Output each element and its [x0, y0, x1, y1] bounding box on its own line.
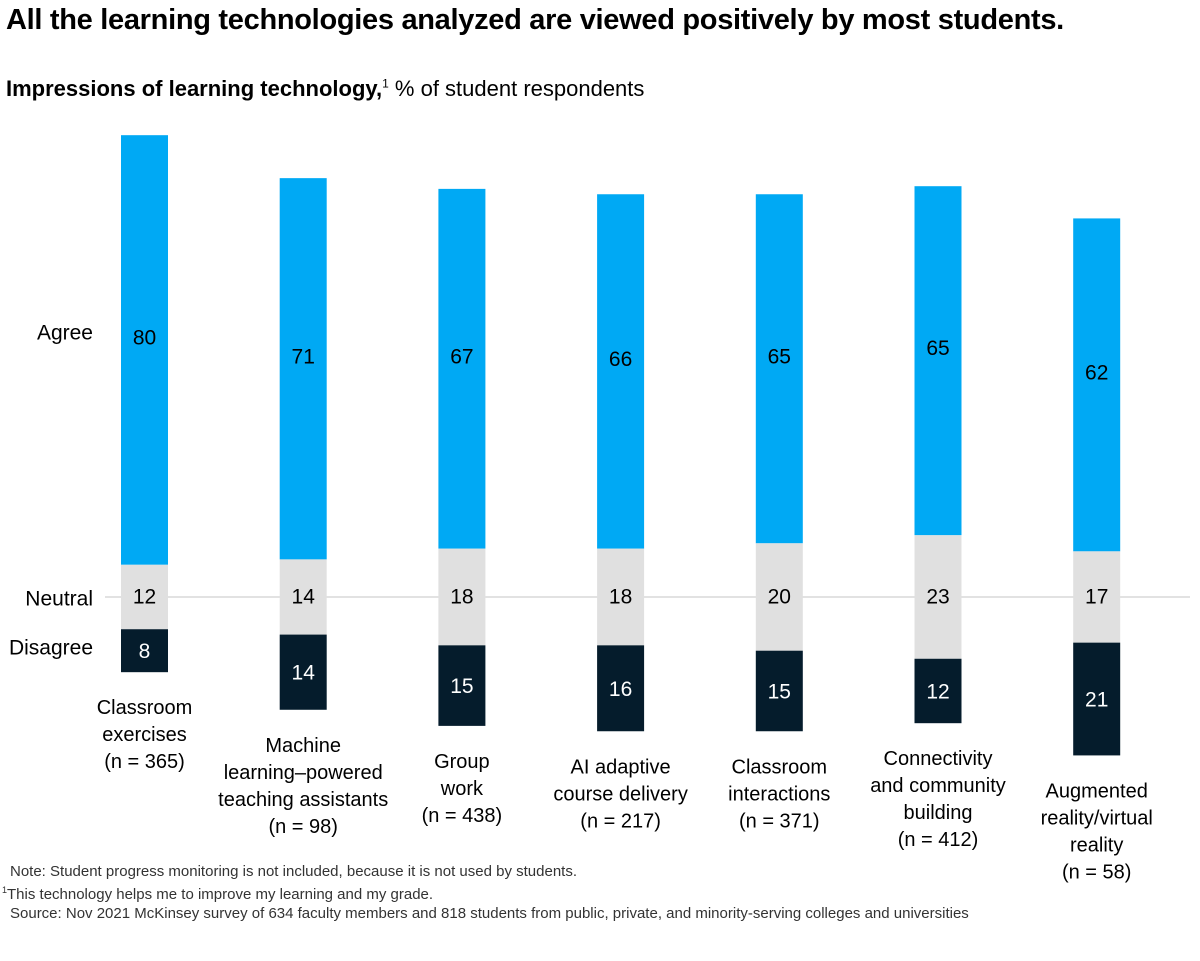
footnote-text: 1This technology helps me to improve my … [2, 885, 434, 903]
data-label-disagree: 8 [139, 640, 151, 663]
data-label-agree: 67 [450, 345, 473, 368]
data-label-disagree: 15 [768, 680, 791, 703]
bar-neutral [914, 535, 962, 659]
data-label-disagree: 15 [450, 675, 473, 698]
data-label-agree: 71 [292, 345, 315, 368]
data-label-neutral: 14 [292, 586, 316, 609]
bar-neutral [755, 543, 803, 651]
category-label: Group work (n = 438) [422, 751, 503, 827]
row-label-agree: Agree [37, 322, 93, 345]
bar-neutral [438, 548, 486, 646]
category-label-line: (n = 98) [268, 816, 337, 838]
subtitle-unit: % of student respondents [388, 76, 645, 101]
category-label: Classroom interactions (n = 371) [728, 756, 830, 832]
bar-disagree [121, 629, 168, 673]
bar-disagree [438, 645, 486, 726]
data-label-disagree: 21 [1085, 689, 1108, 712]
category-label-line: Classroom [732, 756, 828, 778]
category-label: Classroom exercises (n = 365) [97, 697, 193, 773]
data-label-neutral: 12 [133, 586, 156, 609]
bar-agree [914, 186, 962, 536]
note-text: Note: Student progress monitoring is not… [10, 863, 577, 880]
chart-title: All the learning technologies analyzed a… [6, 4, 1064, 36]
row-label-disagree: Disagree [9, 637, 93, 660]
category-label-line: Connectivity [884, 748, 993, 770]
category-label-line: (n = 217) [580, 810, 661, 832]
source-text: Source: Nov 2021 McKinsey survey of 634 … [10, 905, 969, 922]
category-label: Augmented reality/virtual reality (n = 58) [1041, 780, 1153, 883]
bar-agree [438, 188, 486, 549]
category-label-line: interactions [728, 783, 830, 805]
bar-agree [755, 194, 803, 544]
category-label-line: reality/virtual [1041, 807, 1153, 829]
data-label-agree: 65 [926, 337, 949, 360]
category-label-line: Augmented [1046, 780, 1148, 802]
bar-agree [597, 194, 645, 549]
category-label-line: exercises [102, 724, 186, 746]
category-label-line: building [904, 802, 973, 824]
data-label-neutral: 20 [768, 586, 791, 609]
category-label-line: Machine [265, 735, 341, 757]
category-label-line: work [440, 778, 484, 800]
row-label-neutral: Neutral [25, 588, 93, 611]
category-label-line: (n = 58) [1062, 861, 1131, 883]
bar-neutral [597, 548, 645, 646]
category-label-line: teaching assistants [218, 789, 388, 811]
bar-disagree [279, 634, 327, 710]
bar-agree [279, 178, 327, 560]
category-label: AI adaptive course delivery (n = 217) [553, 756, 688, 832]
data-label-agree: 66 [609, 348, 632, 371]
footnote-mark: 1 [2, 885, 8, 895]
category-label-line: (n = 438) [422, 805, 503, 827]
bar-neutral [121, 564, 168, 630]
category-label-line: (n = 412) [898, 829, 979, 851]
data-label-agree: 62 [1085, 361, 1108, 384]
data-label-neutral: 18 [450, 586, 473, 609]
bar-disagree [914, 658, 962, 724]
bar-agree [1073, 218, 1121, 552]
bar-disagree [1073, 642, 1121, 756]
category-label-line: learning–powered [224, 762, 383, 784]
category-label-line: (n = 371) [739, 810, 820, 832]
bar-disagree [755, 650, 803, 732]
category-label-line: course delivery [553, 783, 688, 805]
data-label-neutral: 23 [926, 586, 949, 609]
category-label-line: Group [434, 751, 490, 773]
data-label-neutral: 18 [609, 586, 632, 609]
category-label-line: Classroom [97, 697, 193, 719]
bar-neutral [279, 559, 327, 635]
data-label-agree: 80 [133, 326, 156, 349]
category-label-line: and community [870, 775, 1006, 797]
data-label-disagree: 14 [292, 662, 316, 685]
category-label: Connectivity and community building (n = 41… [870, 748, 1006, 851]
subtitle-bold: Impressions of learning technology, [6, 76, 383, 101]
data-label-neutral: 17 [1085, 586, 1108, 609]
data-label-disagree: 16 [609, 678, 632, 701]
bar-neutral [1073, 551, 1121, 643]
category-label-line: AI adaptive [571, 756, 671, 778]
subtitle-footnote-mark: 1 [382, 76, 389, 91]
bar-disagree [597, 645, 645, 732]
data-label-agree: 65 [768, 345, 791, 368]
category-label-line: (n = 365) [104, 751, 185, 773]
category-label-line: reality [1070, 834, 1123, 856]
chart-subtitle: Impressions of learning technology,1 % o… [6, 76, 644, 102]
stacked-bar-chart: Agree Neutral Disagree 80 12 8 Classroom exerci… [9, 135, 1190, 883]
category-label: Machine learning–powered teaching assistan… [218, 735, 388, 838]
chart-notes: Note: Student progress monitoring is not… [2, 862, 969, 923]
bar-agree [121, 135, 168, 565]
data-label-disagree: 12 [926, 680, 949, 703]
